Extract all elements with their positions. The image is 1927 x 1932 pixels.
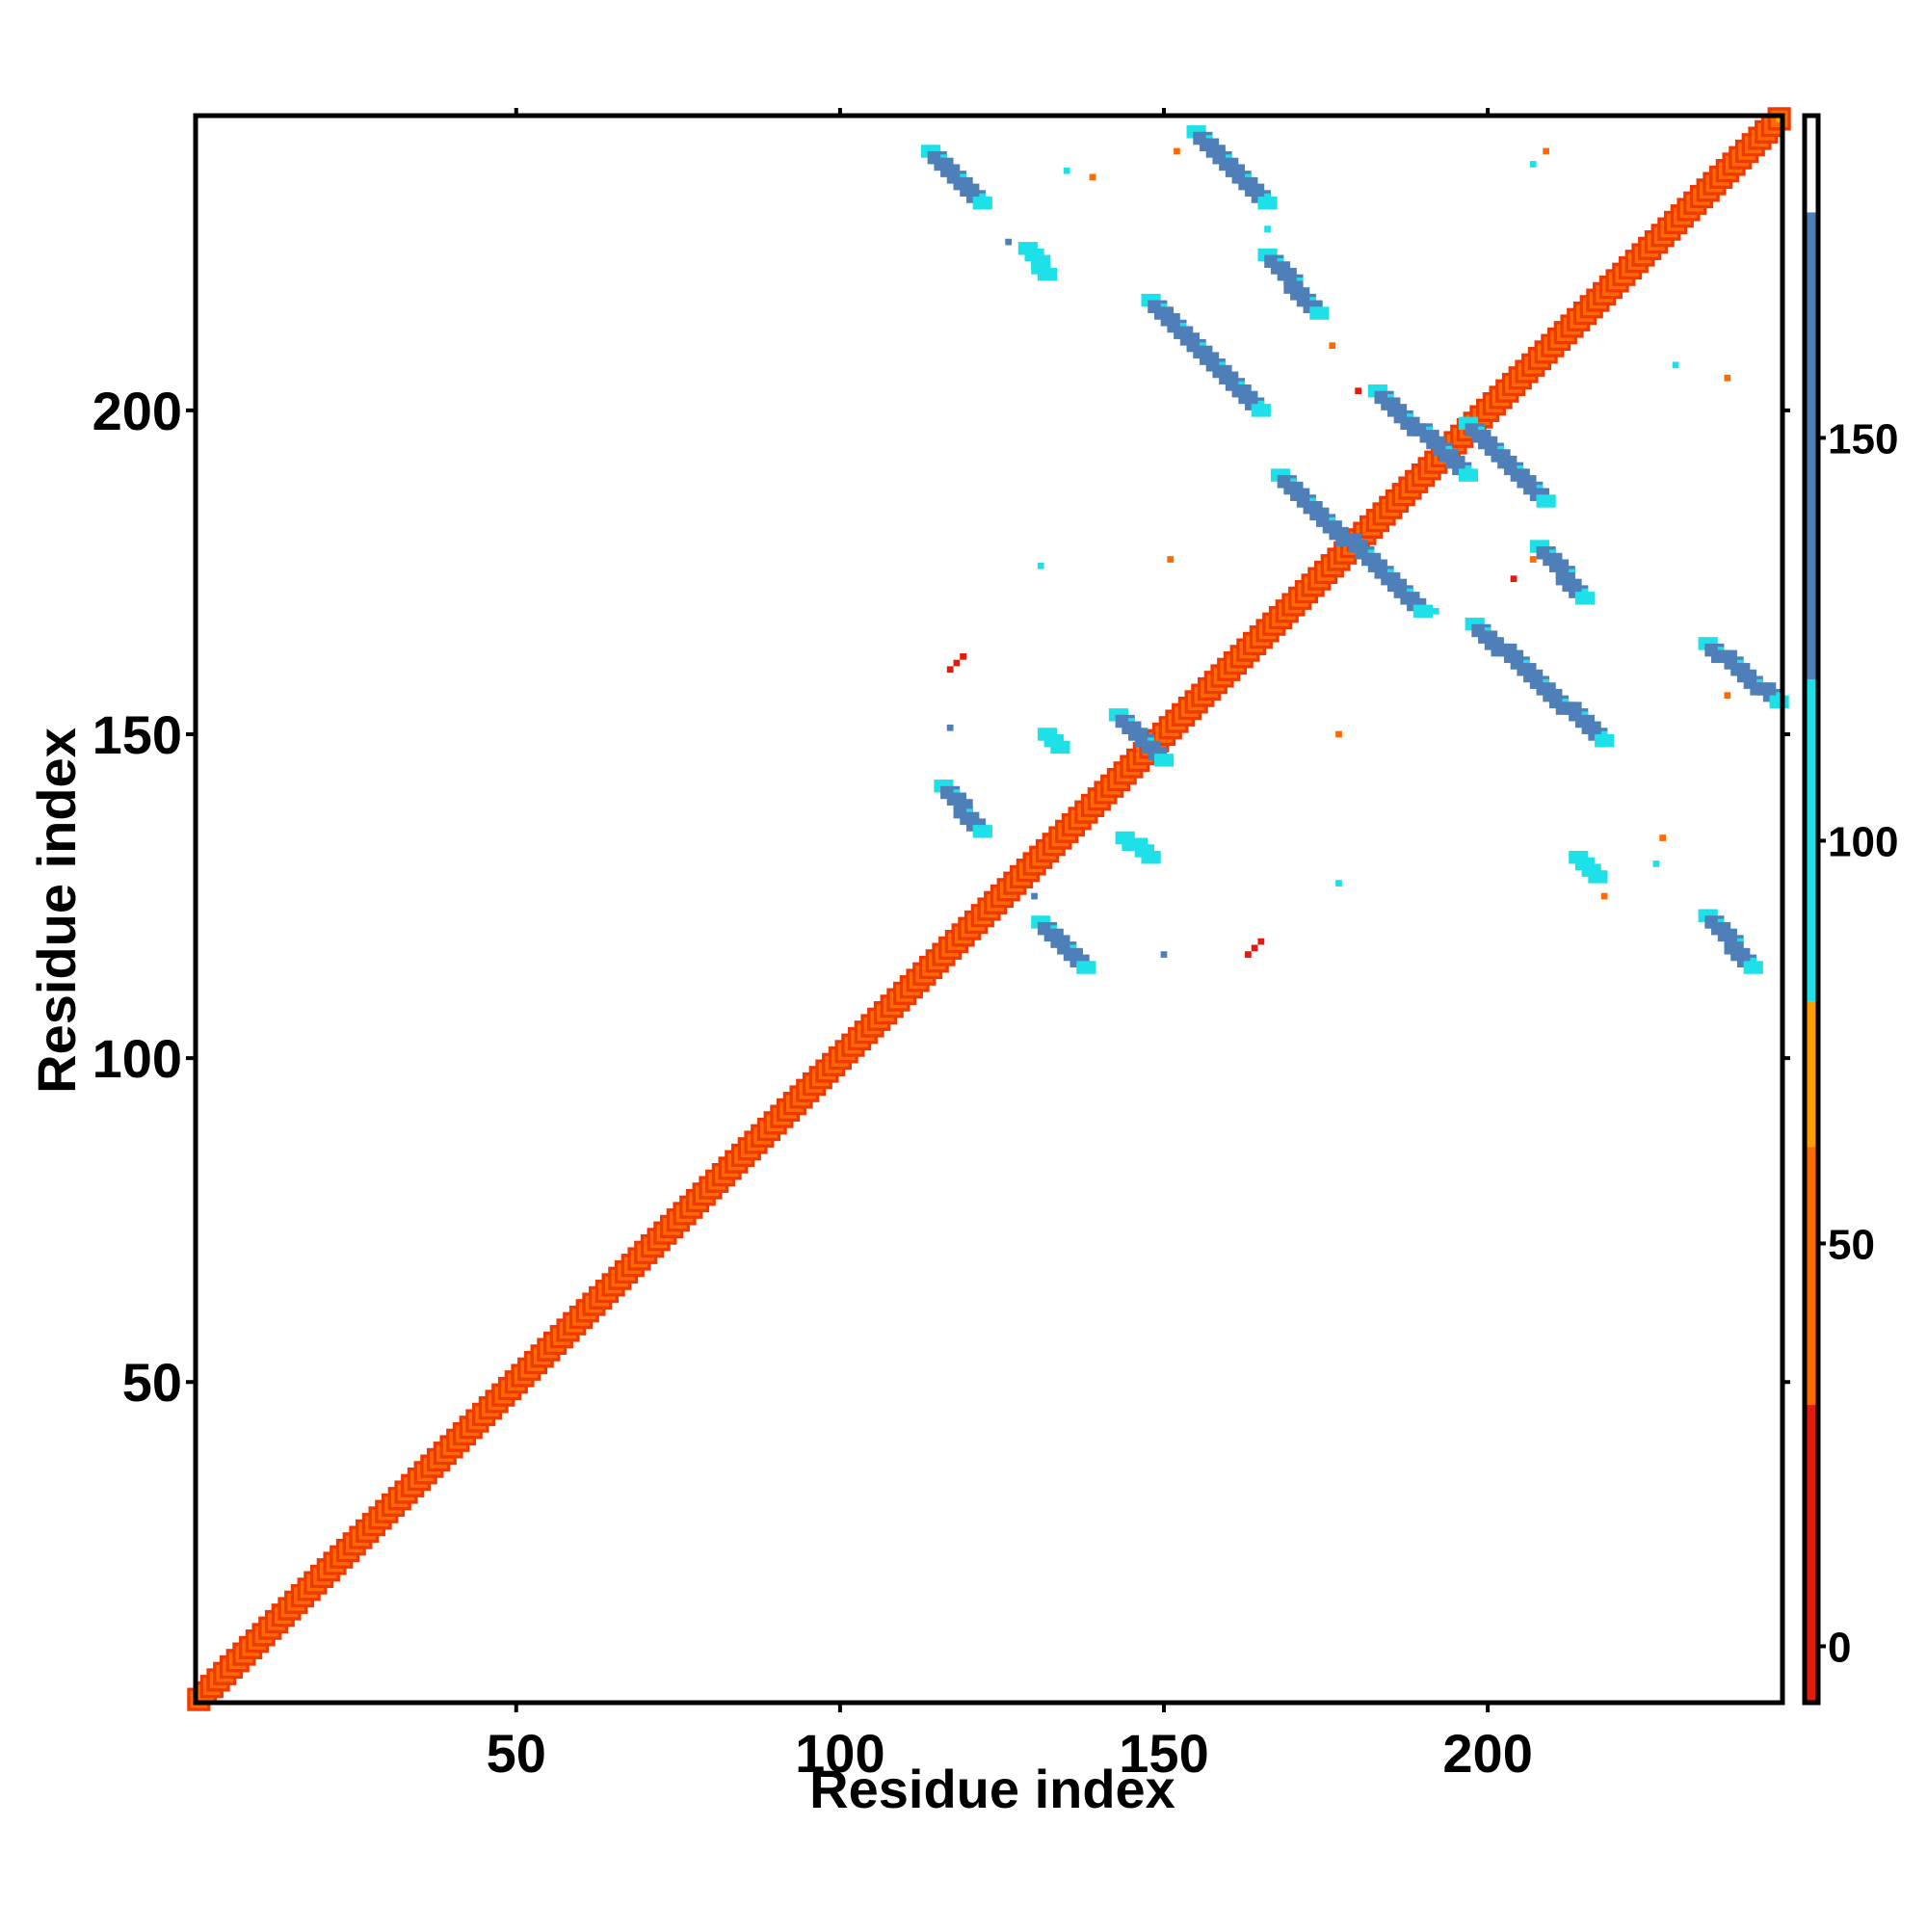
contact-point [1673,361,1679,368]
y-tick-label: 200 [92,381,182,441]
colorbar-tick-label: 0 [1828,1624,1851,1671]
contact-cell [1309,306,1329,319]
contact-cell [1744,961,1763,973]
x-tick-label: 200 [1442,1723,1532,1784]
contact-point [1335,880,1342,887]
contact-point [1005,239,1012,246]
contact-cell [1595,734,1614,747]
contact-cell-edge [1167,757,1174,764]
contact-point [1543,148,1549,155]
contact-point [1530,556,1537,563]
contact-point [947,666,954,673]
contact-cell [1588,870,1607,883]
contact-point [1659,834,1666,841]
contact-point [1355,387,1361,394]
contact-cell [1252,404,1271,416]
y-tick-label: 50 [122,1352,182,1413]
contact-point [1167,556,1174,563]
colorbar-tick-label: 100 [1828,818,1898,865]
contact-point [954,660,961,667]
contact-cell [1770,696,1789,708]
contact-point [1724,375,1730,382]
contact-cell-edge [1426,608,1433,615]
colorbar: 0 50 100 150 [1805,116,1898,1703]
x-tick-label: 50 [487,1723,546,1784]
contact-cell [1575,592,1595,604]
contact-point [1433,608,1439,615]
contact-point [1031,893,1038,900]
contact-point [1724,692,1730,699]
contact-point [1245,951,1252,958]
contact-cell [973,197,992,209]
contact-point [1038,563,1044,569]
colorbar-tick-label: 50 [1828,1221,1875,1268]
contact-point [1511,575,1518,582]
contact-cell-edge [986,828,992,834]
contact-cell [1537,494,1556,507]
contact-point [1329,342,1335,349]
contact-point [1252,944,1258,951]
contact-point [1601,893,1608,900]
contact-point [960,653,966,660]
contact-point [1653,860,1660,867]
contact-cell [1459,468,1478,481]
contact-cell-edge [1050,271,1057,278]
contact-cell-edge [1154,854,1161,860]
contact-cell [1257,197,1277,209]
y-tick-label: 100 [92,1028,182,1089]
contact-cell [1050,741,1069,754]
y-tick-label: 150 [92,704,182,765]
x-axis-label: Residue index [809,1759,1175,1819]
contact-cell-edge [1090,965,1096,971]
y-axis-label: Residue index [26,728,87,1094]
contact-point [1090,174,1096,181]
contact-point [947,725,954,731]
contact-point [1161,951,1168,958]
contact-point [1174,148,1180,155]
contact-point [1530,161,1537,168]
contact-point [1264,225,1271,232]
contact-point [1335,731,1342,738]
contact-point [1064,168,1070,174]
colorbar-tick-label: 150 [1828,415,1898,463]
contact-point [1257,939,1264,945]
